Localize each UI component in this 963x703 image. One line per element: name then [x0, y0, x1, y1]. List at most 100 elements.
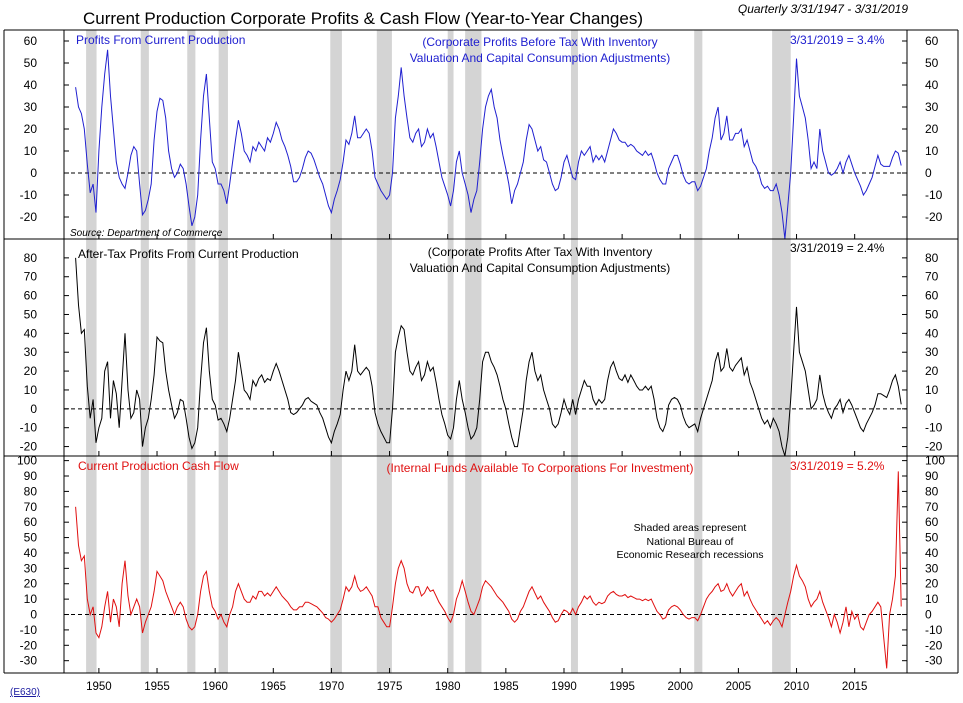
subtitle-before-tax-line1: (Corporate Profits Before Tax With Inven…	[422, 35, 657, 49]
recession-band	[772, 30, 791, 673]
y-tick-label-left: 100	[17, 454, 37, 468]
x-tick-label: 2015	[842, 681, 868, 693]
y-tick-label-left: 70	[24, 270, 38, 284]
y-tick-label-right: -10	[925, 623, 943, 637]
zero-lines	[64, 172, 907, 616]
recession-note-line3: Economic Research recessions	[616, 549, 763, 561]
x-tick-label: 2000	[667, 681, 693, 693]
y-tick-label-left: -20	[20, 210, 38, 224]
y-tick-label-left: 60	[24, 34, 38, 48]
y-tick-label-right: 10	[925, 144, 939, 158]
x-tick-label: 1970	[319, 681, 345, 693]
x-tick-label: 1965	[260, 681, 286, 693]
y-tick-label-left: 50	[24, 56, 38, 70]
series-line-cash-flow	[75, 471, 902, 669]
y-tick-label-right: 40	[925, 546, 939, 560]
x-tick-label: 1990	[551, 681, 577, 693]
x-tick-label: 2010	[784, 681, 810, 693]
y-tick-label-right: 0	[925, 608, 932, 622]
y-tick-label-right: 50	[925, 307, 939, 321]
y-tick-label-right: 30	[925, 345, 939, 359]
y-tick-label-right: -10	[925, 188, 943, 202]
y-tick-label-right: 50	[925, 56, 939, 70]
y-tick-label-left: 80	[24, 251, 38, 265]
recession-band	[140, 30, 149, 673]
chart-id: (E630)	[10, 687, 40, 698]
y-tick-label-left: 80	[24, 484, 38, 498]
y-tick-label-left: 20	[24, 122, 38, 136]
y-tick-label-left: -10	[20, 623, 38, 637]
y-tick-label-right: 20	[925, 577, 939, 591]
y-tick-label-right: -20	[925, 440, 943, 454]
x-tick-label: 1995	[609, 681, 635, 693]
subtitle-cash-flow: (Internal Funds Available To Corporation…	[386, 461, 693, 475]
y-tick-label-right: -10	[925, 421, 943, 435]
latest-value-cash-flow: 3/31/2019 = 5.2%	[790, 459, 885, 473]
recession-band	[447, 30, 454, 673]
panel-before-tax-labels: Profits From Current Production (Corpora…	[70, 33, 885, 239]
series-lines	[75, 49, 902, 669]
y-tick-label-left: -20	[20, 638, 38, 652]
y-tick-label-left: 90	[24, 469, 38, 483]
y-tick-label-right: 20	[925, 364, 939, 378]
y-tick-label-right: 30	[925, 561, 939, 575]
y-tick-label-left: 0	[30, 166, 37, 180]
y-tick-label-right: 70	[925, 500, 939, 514]
y-tick-label-right: 60	[925, 34, 939, 48]
y-tick-label-right: 70	[925, 270, 939, 284]
x-tick-label: 1960	[202, 681, 228, 693]
y-tick-label-left: 60	[24, 515, 38, 529]
y-tick-label-right: 80	[925, 484, 939, 498]
recession-band	[218, 30, 228, 673]
y-tick-label-left: 40	[24, 326, 38, 340]
y-tick-label-left: -20	[20, 440, 38, 454]
y-tick-label-left: 20	[24, 364, 38, 378]
y-tick-label-left: 30	[24, 100, 38, 114]
y-tick-label-left: 40	[24, 78, 38, 92]
recession-shading	[86, 30, 791, 673]
recession-band	[187, 30, 196, 673]
y-tick-label-right: -30	[925, 654, 943, 668]
frequency-note: Quarterly 3/31/1947 - 3/31/2019	[738, 2, 908, 16]
y-tick-label-right: 90	[925, 469, 939, 483]
y-tick-label-right: 50	[925, 531, 939, 545]
recession-band	[694, 30, 703, 673]
latest-value-before-tax: 3/31/2019 = 3.4%	[790, 33, 885, 47]
y-tick-label-left: 10	[24, 383, 38, 397]
y-tick-label-right: 40	[925, 78, 939, 92]
panel-frame-cash-flow	[63, 455, 908, 674]
recession-band	[465, 30, 482, 673]
y-tick-label-left: 10	[24, 592, 38, 606]
recession-band	[330, 30, 342, 673]
frame	[3, 29, 959, 674]
series-label-after-tax: After-Tax Profits From Current Productio…	[78, 247, 299, 261]
y-tick-label-right: 60	[925, 289, 939, 303]
y-tick-label-left: 60	[24, 289, 38, 303]
y-tick-label-right: -20	[925, 210, 943, 224]
x-tick-label: 1980	[435, 681, 461, 693]
source-note: Source: Department of Commerce	[70, 228, 223, 239]
subtitle-after-tax-line1: (Corporate Profits After Tax With Invent…	[428, 245, 653, 259]
y-tick-label-left: 10	[24, 144, 38, 158]
subtitle-after-tax-line2: Valuation And Capital Consumption Adjust…	[410, 261, 671, 275]
series-line-before-tax	[75, 49, 902, 240]
x-tick-label: 1975	[377, 681, 403, 693]
y-tick-label-left: 70	[24, 500, 38, 514]
series-label-cash-flow: Current Production Cash Flow	[78, 459, 239, 473]
y-tick-label-left: -10	[20, 188, 38, 202]
y-tick-label-right: 0	[925, 402, 932, 416]
y-tick-label-left: 20	[24, 577, 38, 591]
series-label-before-tax: Profits From Current Production	[76, 33, 245, 47]
y-tick-label-right: 0	[925, 166, 932, 180]
recession-band	[376, 30, 392, 673]
subtitle-before-tax-line2: Valuation And Capital Consumption Adjust…	[410, 51, 671, 65]
y-tick-label-left: 50	[24, 531, 38, 545]
y-tick-label-right: -20	[925, 638, 943, 652]
series-line-after-tax	[75, 257, 902, 457]
y-tick-label-left: -10	[20, 421, 38, 435]
y-tick-label-left: -30	[20, 654, 38, 668]
y-tick-label-right: 60	[925, 515, 939, 529]
y-tick-label-right: 20	[925, 122, 939, 136]
